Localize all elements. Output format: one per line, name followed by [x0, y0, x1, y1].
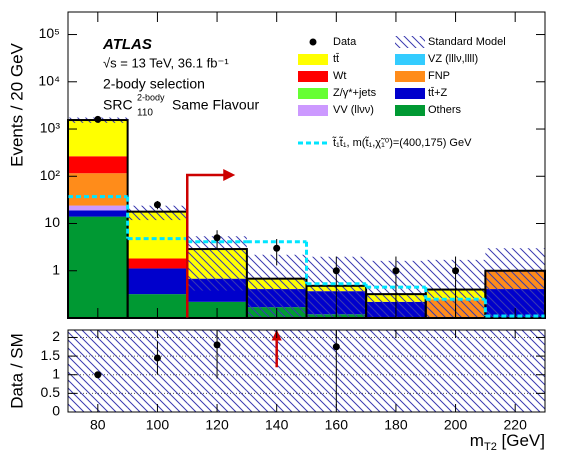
data-point — [94, 371, 102, 379]
legend-label: Others — [428, 104, 462, 116]
x-tick-label: 100 — [146, 417, 170, 433]
data-point — [153, 201, 161, 209]
legend-swatch — [395, 71, 425, 82]
uncertainty-band — [68, 330, 128, 412]
data-point — [392, 267, 400, 275]
legend-label: Z/γ*+jets — [333, 87, 377, 99]
x-tick-label: 80 — [90, 417, 106, 433]
legend-label: Data — [333, 36, 357, 48]
x-axis-title-sub: T2 — [484, 441, 497, 453]
legend-label: FNP — [428, 70, 450, 82]
x-axis-title: mT2 [GeV] — [470, 431, 545, 452]
data-point — [273, 244, 281, 252]
stack-segment — [127, 268, 188, 295]
cut-arrowhead — [223, 169, 236, 181]
legend-swatch — [298, 54, 328, 65]
uncertainty-band — [366, 330, 426, 412]
x-tick-label: 120 — [205, 417, 229, 433]
legend-marker — [309, 38, 317, 46]
region-text: Same Flavour — [172, 97, 259, 113]
region-sup: 2-body — [137, 92, 165, 102]
data-point — [452, 267, 460, 275]
stack-segment — [127, 258, 188, 269]
x-tick-label: 140 — [265, 417, 289, 433]
y-tick-label: 1 — [52, 365, 60, 381]
legend-label: t̃₁t̃₁, m(t̃₁,χ̃₁⁰)=(400,175) GeV — [332, 136, 472, 149]
y-tick-label: 0 — [52, 403, 60, 419]
legend-label: Standard Model — [428, 36, 506, 48]
y-axis-title: Events / 20 GeV — [7, 42, 26, 166]
data-point — [213, 234, 221, 242]
y-tick-label: 10 — [44, 214, 60, 230]
legend-label: VV (llνν) — [333, 104, 374, 116]
legend-label: tt̄+Z — [428, 87, 448, 99]
legend-swatch — [395, 105, 425, 116]
stack-segment — [68, 120, 128, 157]
legend-label: Wt — [333, 70, 346, 82]
stack-segment — [68, 210, 128, 217]
y-tick-label: 1.5 — [41, 347, 61, 363]
selection-label: 2-body selection — [103, 76, 205, 92]
y-tick-label: 10² — [40, 167, 61, 183]
data-point — [332, 267, 340, 275]
legend-swatch — [395, 36, 425, 48]
legend-swatch — [298, 71, 328, 82]
plot-frame — [67, 11, 546, 319]
legend-swatch — [395, 54, 425, 65]
y-tick-label: 1 — [52, 261, 60, 277]
uncertainty-band — [485, 330, 545, 412]
data-point — [213, 341, 221, 349]
uncertainty-band — [425, 330, 486, 412]
x-tick-label: 200 — [444, 417, 468, 433]
legend-swatch — [298, 105, 328, 116]
stack-segment — [68, 216, 128, 318]
experiment-label: ATLAS — [102, 36, 152, 53]
data-point — [94, 115, 102, 123]
x-tick-label: 220 — [504, 417, 528, 433]
legend-swatch — [395, 88, 425, 99]
region-sub: 110 — [137, 108, 153, 119]
cut-arrow — [186, 173, 228, 318]
stack-segment — [68, 205, 128, 211]
plot-frame — [67, 329, 546, 413]
stack-segment — [68, 156, 128, 174]
x-tick-label: 180 — [384, 417, 408, 433]
legend-label: VZ (lllν,llll) — [428, 53, 478, 65]
x-axis-title-part: [GeV] — [497, 431, 545, 450]
y-tick-label: 2 — [52, 328, 60, 344]
legend-swatch — [298, 88, 328, 99]
data-point — [332, 343, 340, 351]
y-tick-label: 0.5 — [41, 384, 61, 400]
uncertainty-band — [485, 248, 545, 318]
region-label: SRC — [103, 97, 133, 113]
stack-segment — [127, 294, 188, 318]
y-tick-label: 10³ — [40, 120, 61, 136]
stack-segment — [68, 173, 128, 206]
y-tick-label: 10⁴ — [38, 72, 60, 88]
uncertainty-band — [127, 205, 188, 221]
y-axis-title: Data / SM — [7, 333, 26, 409]
x-tick-label: 160 — [325, 417, 349, 433]
energy-label: √s = 13 TeV, 36.1 fb⁻¹ — [103, 55, 229, 70]
legend-label: tt̄ — [333, 53, 339, 65]
x-axis-title-part: m — [470, 431, 484, 450]
data-point — [153, 354, 161, 362]
y-tick-label: 10⁵ — [39, 25, 60, 41]
